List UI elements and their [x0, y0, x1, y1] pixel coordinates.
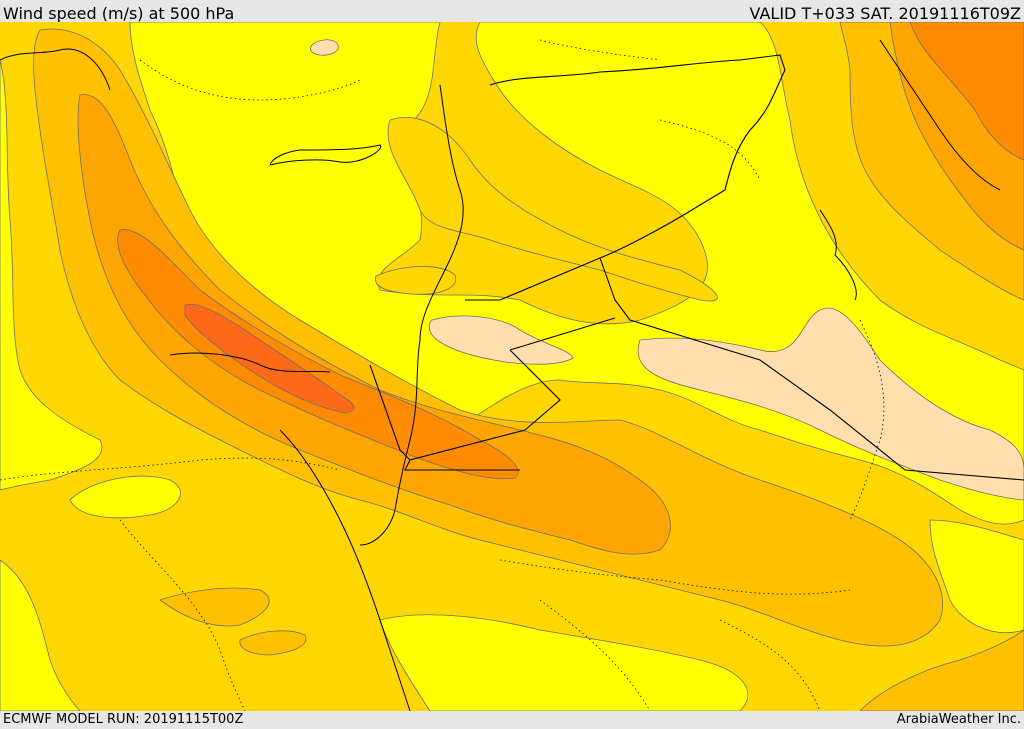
contour-fill-dark-orange-band: [117, 229, 519, 480]
wind-speed-map: [0, 22, 1024, 711]
internal-boundaries: [0, 39, 885, 711]
contour-fill-light-orange-patch-1: [159, 587, 270, 627]
map-footer: ECMWF MODEL RUN: 20191115T00Z ArabiaWeat…: [0, 711, 1024, 729]
coastlines: [0, 39, 1001, 711]
contour-fill-gold-band: [387, 117, 718, 302]
credit-label: ArabiaWeather Inc.: [896, 712, 1021, 727]
contour-fill-red-orange-core: [184, 303, 355, 413]
map-title: Wind speed (m/s) at 500 hPa: [3, 4, 235, 23]
contour-fill-yellow-east: [929, 519, 1024, 634]
contour-fill-light-orange-patch-2: [239, 630, 307, 656]
contour-fill-pale-peach-east: [637, 307, 1024, 501]
contour-fill-pale-peach-center: [428, 315, 574, 365]
valid-time: VALID T+033 SAT. 20191116T09Z: [749, 4, 1021, 23]
contour-fill-yellow-islet: [69, 475, 181, 519]
political-borders: [369, 54, 1024, 481]
contour-fill-light-orange-band: [33, 28, 943, 647]
contour-fill-yellow-west: [0, 59, 103, 491]
contour-fill-pale-peach-small: [310, 39, 339, 56]
map-header: Wind speed (m/s) at 500 hPa VALID T+033 …: [0, 0, 1024, 23]
contour-fill-orange-southeast: [859, 629, 1024, 711]
contour-fill-yellow-south: [379, 614, 749, 711]
model-run-label: ECMWF MODEL RUN: 20191115T00Z: [3, 712, 244, 727]
contour-fill-gold-blob: [375, 266, 457, 295]
contour-fill-yellow-southwest: [0, 559, 81, 711]
contour-fill-dark-orange-northeast: [909, 22, 1024, 161]
contour-fill-orange-band: [77, 94, 671, 555]
